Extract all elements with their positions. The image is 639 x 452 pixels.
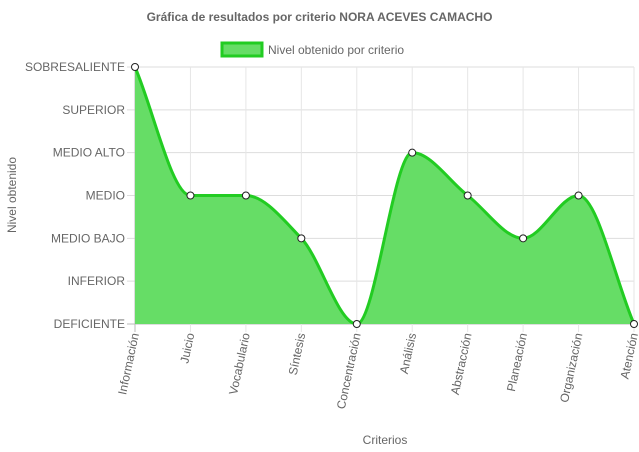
series-points xyxy=(131,63,638,328)
y-axis-ticks: DEFICIENTE INFERIOR MEDIO BAJO MEDIO MEDIO A… xyxy=(25,60,125,331)
y-tick-label: DEFICIENTE xyxy=(54,317,125,331)
x-tick-label: Análisis xyxy=(397,332,419,375)
legend-swatch xyxy=(220,41,264,58)
y-tick-label: SOBRESALIENTE xyxy=(25,60,125,74)
x-tick-label: Atención xyxy=(618,332,639,381)
data-point-4[interactable] xyxy=(297,234,306,243)
x-tick-label: Información xyxy=(115,332,142,396)
legend[interactable]: Nivel obtenido por criterio xyxy=(220,41,404,58)
x-axis-ticks: Información Juicio Vocabulario Síntesis Conc… xyxy=(115,331,639,410)
series-area xyxy=(133,66,636,326)
y-tick-label: SUPERIOR xyxy=(62,103,125,117)
data-point-2[interactable] xyxy=(186,191,195,200)
data-point-6[interactable] xyxy=(408,148,417,157)
data-point-8[interactable] xyxy=(519,234,528,243)
series-area-fill xyxy=(135,67,634,324)
y-tick-label: MEDIO xyxy=(86,189,125,203)
chart-title: Gráfica de resultados por criterio NORA … xyxy=(147,10,493,24)
data-point-10[interactable] xyxy=(630,320,638,328)
data-point-3[interactable] xyxy=(241,191,250,200)
x-tick-label: Abstracción xyxy=(448,332,475,396)
series-line xyxy=(133,66,636,326)
y-tick-label: MEDIO ALTO xyxy=(53,146,125,160)
data-point-7[interactable] xyxy=(463,191,472,200)
x-axis-title: Criterios xyxy=(363,433,408,447)
y-axis-title: Nivel obtenido xyxy=(5,157,19,233)
y-tick-label: MEDIO BAJO xyxy=(51,231,125,245)
x-tick-label: Vocabulario xyxy=(226,331,253,396)
x-tick-label: Concentración xyxy=(334,332,364,411)
x-tick-label: Organización xyxy=(557,332,585,404)
data-point-5[interactable] xyxy=(352,320,361,328)
x-tick-label: Síntesis xyxy=(286,332,309,377)
data-point-9[interactable] xyxy=(574,191,583,200)
y-tick-label: INFERIOR xyxy=(68,274,126,288)
legend-label: Nivel obtenido por criterio xyxy=(268,43,404,57)
data-point-1[interactable] xyxy=(131,63,139,71)
x-tick-label: Juicio xyxy=(177,331,197,364)
x-tick-label: Planeación xyxy=(504,332,530,393)
